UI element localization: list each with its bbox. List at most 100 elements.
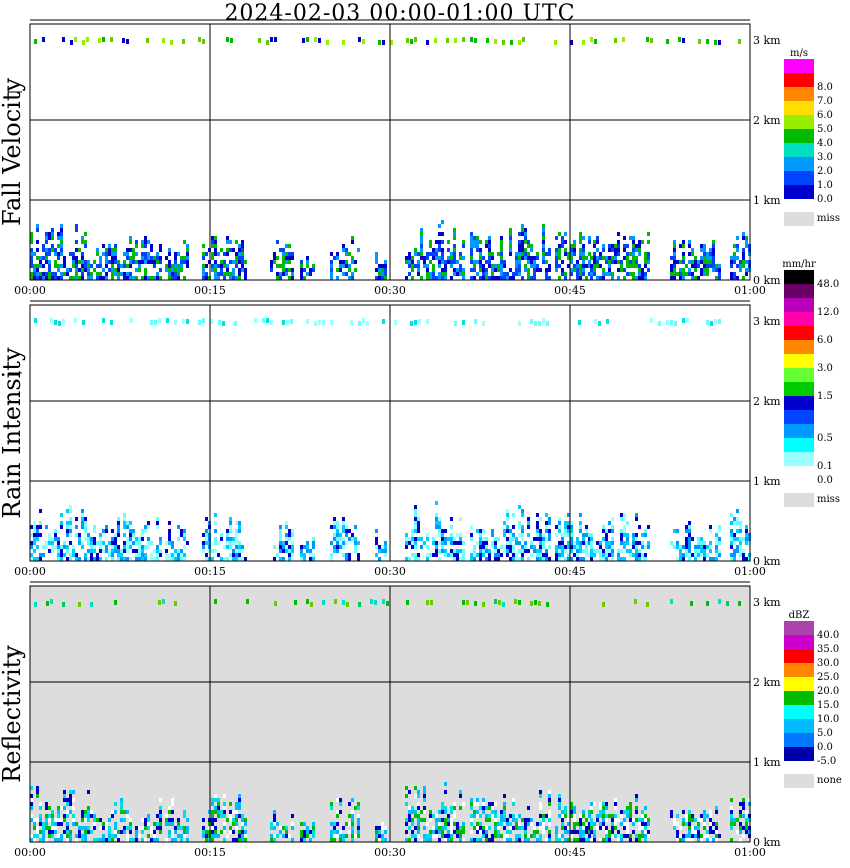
echo-cell [153, 838, 156, 842]
echo-cell [709, 830, 712, 834]
echo-cell [30, 232, 33, 236]
echo-cell [429, 818, 432, 822]
echo-cell [291, 549, 294, 553]
echo-cell [273, 557, 276, 561]
echo-cell [235, 276, 238, 280]
echo-cell [644, 256, 647, 260]
echo-cell [623, 244, 626, 248]
echo-cell [235, 557, 238, 561]
echo-cell [585, 549, 588, 553]
echo-cell [709, 838, 712, 842]
echo-cell [694, 256, 697, 260]
echo-cell [555, 268, 558, 272]
colorbar-swatch [784, 143, 814, 157]
echo-cell [700, 814, 703, 818]
echo-cell [485, 806, 488, 810]
echo-cell [276, 264, 279, 268]
echo-cell [229, 802, 232, 806]
echo-cell [512, 537, 515, 541]
echo-cell [441, 826, 444, 830]
echo-cell [333, 537, 336, 541]
echo-cell [450, 838, 453, 842]
echo-cell [635, 557, 638, 561]
echo-cell [509, 276, 512, 280]
echo-cell [126, 549, 129, 553]
echo-cell [503, 818, 506, 822]
echo-cell [590, 272, 593, 276]
echo-cell [229, 260, 232, 264]
echo-cell [238, 252, 241, 256]
echo-cell [186, 830, 189, 834]
echo-cell [673, 276, 676, 280]
echo-cell [111, 541, 114, 545]
colorbar-swatch [784, 410, 814, 424]
echo-cell [545, 521, 548, 525]
echo-cell [33, 533, 36, 537]
echo-cell [626, 533, 629, 537]
echo-cell [515, 256, 518, 260]
echo-cell [354, 834, 357, 838]
echo-cell [438, 529, 441, 533]
echo-cell [330, 834, 333, 838]
echo-cell [697, 537, 700, 541]
echo-cell [345, 834, 348, 838]
echo-cell [177, 272, 180, 276]
echo-cell [561, 537, 564, 541]
echo-cell [146, 38, 149, 43]
echo-cell [165, 268, 168, 272]
echo-cell [602, 553, 605, 557]
echo-cell [69, 509, 72, 513]
echo-cell [712, 830, 715, 834]
missing-swatch [784, 774, 814, 788]
echo-cell [229, 830, 232, 834]
echo-cell [214, 798, 217, 802]
echo-cell [573, 826, 576, 830]
echo-cell [635, 537, 638, 541]
colorbar-label: 3.0 [817, 152, 833, 163]
echo-cell [423, 806, 426, 810]
echo-cell [564, 240, 567, 244]
echo-cell [641, 822, 644, 826]
echo-cell [453, 557, 456, 561]
echo-cell [533, 545, 536, 549]
echo-cell [548, 818, 551, 822]
echo-cell [235, 814, 238, 818]
echo-cell [36, 834, 39, 838]
colorbar-swatch [784, 733, 814, 747]
echo-cell [679, 838, 682, 842]
echo-cell [51, 276, 54, 280]
echo-cell [36, 818, 39, 822]
echo-cell [444, 264, 447, 268]
echo-cell [129, 260, 132, 264]
echo-cell [417, 794, 420, 798]
echo-cell [342, 553, 345, 557]
echo-cell [279, 533, 282, 537]
echo-cell [617, 276, 620, 280]
echo-cell [515, 814, 518, 818]
echo-cell [688, 260, 691, 264]
echo-cell [635, 818, 638, 822]
echo-cell [435, 501, 438, 505]
echo-cell [120, 802, 123, 806]
echo-cell [506, 822, 509, 826]
echo-cell [205, 557, 208, 561]
echo-cell [635, 549, 638, 553]
echo-cell [291, 276, 294, 280]
echo-cell [579, 232, 582, 236]
echo-cell [485, 537, 488, 541]
echo-cell [444, 822, 447, 826]
echo-cell [42, 276, 45, 280]
echo-cell [342, 529, 345, 533]
echo-cell [739, 810, 742, 814]
echo-cell [582, 838, 585, 842]
echo-cell [39, 533, 42, 537]
echo-cell [682, 545, 685, 549]
echo-cell [491, 268, 494, 272]
echo-cell [414, 521, 417, 525]
echo-cell [159, 814, 162, 818]
echo-cell [614, 834, 617, 838]
echo-cell [288, 533, 291, 537]
echo-cell [542, 533, 545, 537]
echo-cell [306, 264, 309, 268]
colorbar-swatch [784, 747, 814, 761]
